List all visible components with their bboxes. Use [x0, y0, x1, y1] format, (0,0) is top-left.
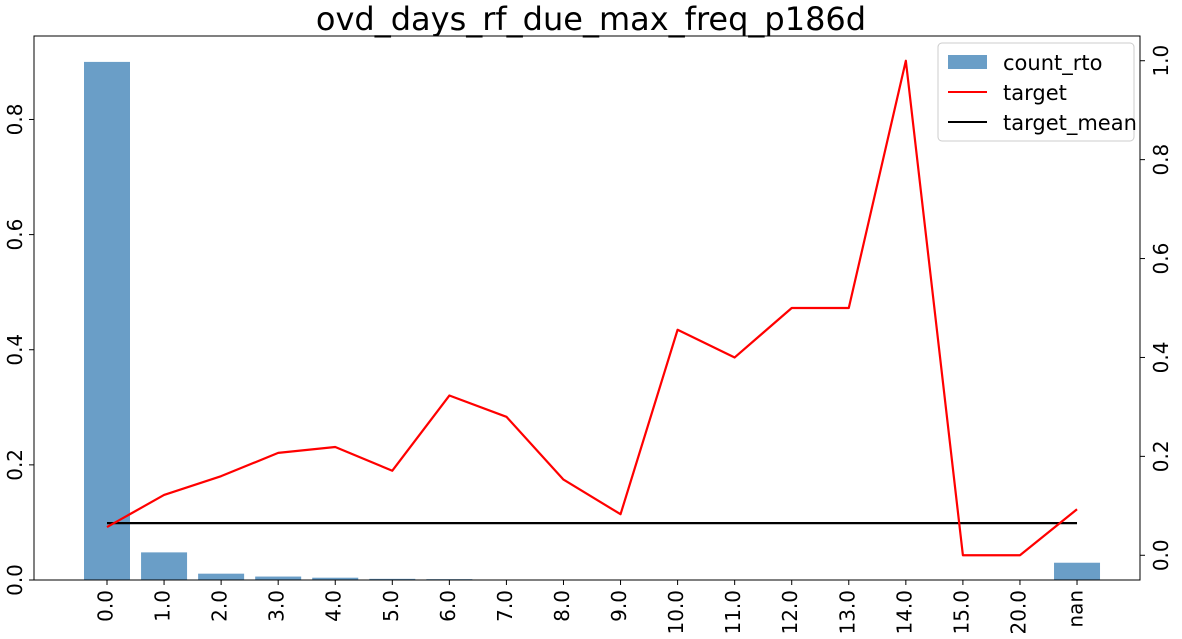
x-tick-label: 15.0: [949, 590, 973, 635]
x-tick-label: 14.0: [892, 590, 916, 635]
legend-label-count-rto: count_rto: [1003, 51, 1102, 76]
x-tick-label: 11.0: [721, 590, 745, 635]
y-left-tick-label: 0.0: [3, 564, 27, 596]
y-right-tick-label: 0.6: [1149, 243, 1173, 275]
x-tick-label: nan: [1064, 590, 1088, 628]
y-axis-left: 0.0 0.2 0.4 0.6 0.8: [3, 104, 34, 596]
x-tick-label: 3.0: [265, 590, 289, 622]
legend-label-target: target: [1003, 81, 1067, 105]
bar-5.0: [369, 578, 416, 580]
y-right-tick-label: 1.0: [1149, 45, 1173, 77]
line-target: [106, 59, 1078, 557]
x-tick-label: 2.0: [208, 590, 232, 622]
y-right-tick-label: 0.2: [1149, 440, 1173, 472]
x-axis: 0.0 1.0 2.0 3.0 4.0 5.0 6.0 7.0 8.0 9.0 10.0 11.0 12…: [94, 580, 1088, 635]
y-left-tick-label: 0.8: [3, 104, 27, 136]
x-tick-label: 10.0: [664, 590, 688, 635]
bar-0.0: [84, 61, 130, 580]
bar-4.0: [312, 577, 359, 580]
bar-3.0: [255, 576, 302, 580]
lines-layer: [106, 59, 1078, 557]
x-tick-label: 13.0: [835, 590, 859, 635]
x-tick-label: 5.0: [379, 590, 403, 622]
chart-title: ovd_days_rf_due_max_freq_p186d: [316, 0, 866, 38]
legend-label-target-mean: target_mean: [1003, 111, 1137, 136]
y-left-tick-label: 0.2: [3, 449, 27, 481]
plot-frame: [33, 35, 1141, 581]
bars-layer: [84, 61, 1101, 580]
legend-swatch-count-rto: [948, 55, 987, 69]
x-tick-label: 4.0: [322, 590, 346, 622]
x-tick-label: 12.0: [778, 590, 802, 635]
y-axis-right: 0.0 0.2 0.4 0.6 0.8 1.0: [1140, 45, 1173, 571]
legend: count_rto target target_mean: [937, 42, 1137, 142]
bar-1.0: [141, 552, 188, 580]
x-tick-label: 8.0: [550, 590, 574, 622]
y-left-tick-label: 0.6: [3, 219, 27, 251]
y-left-tick-label: 0.4: [3, 334, 27, 366]
x-tick-label: 7.0: [493, 590, 517, 622]
x-tick-label: 1.0: [151, 590, 175, 622]
y-right-tick-label: 0.8: [1149, 144, 1173, 176]
y-right-tick-label: 0.4: [1149, 342, 1173, 374]
x-tick-label: 20.0: [1006, 590, 1030, 635]
x-tick-label: 9.0: [607, 590, 631, 622]
bar-2.0: [198, 573, 245, 580]
bar-nan: [1054, 562, 1101, 580]
x-tick-label: 6.0: [436, 590, 460, 622]
y-right-tick-label: 0.0: [1149, 539, 1173, 571]
x-tick-label: 0.0: [94, 590, 118, 622]
